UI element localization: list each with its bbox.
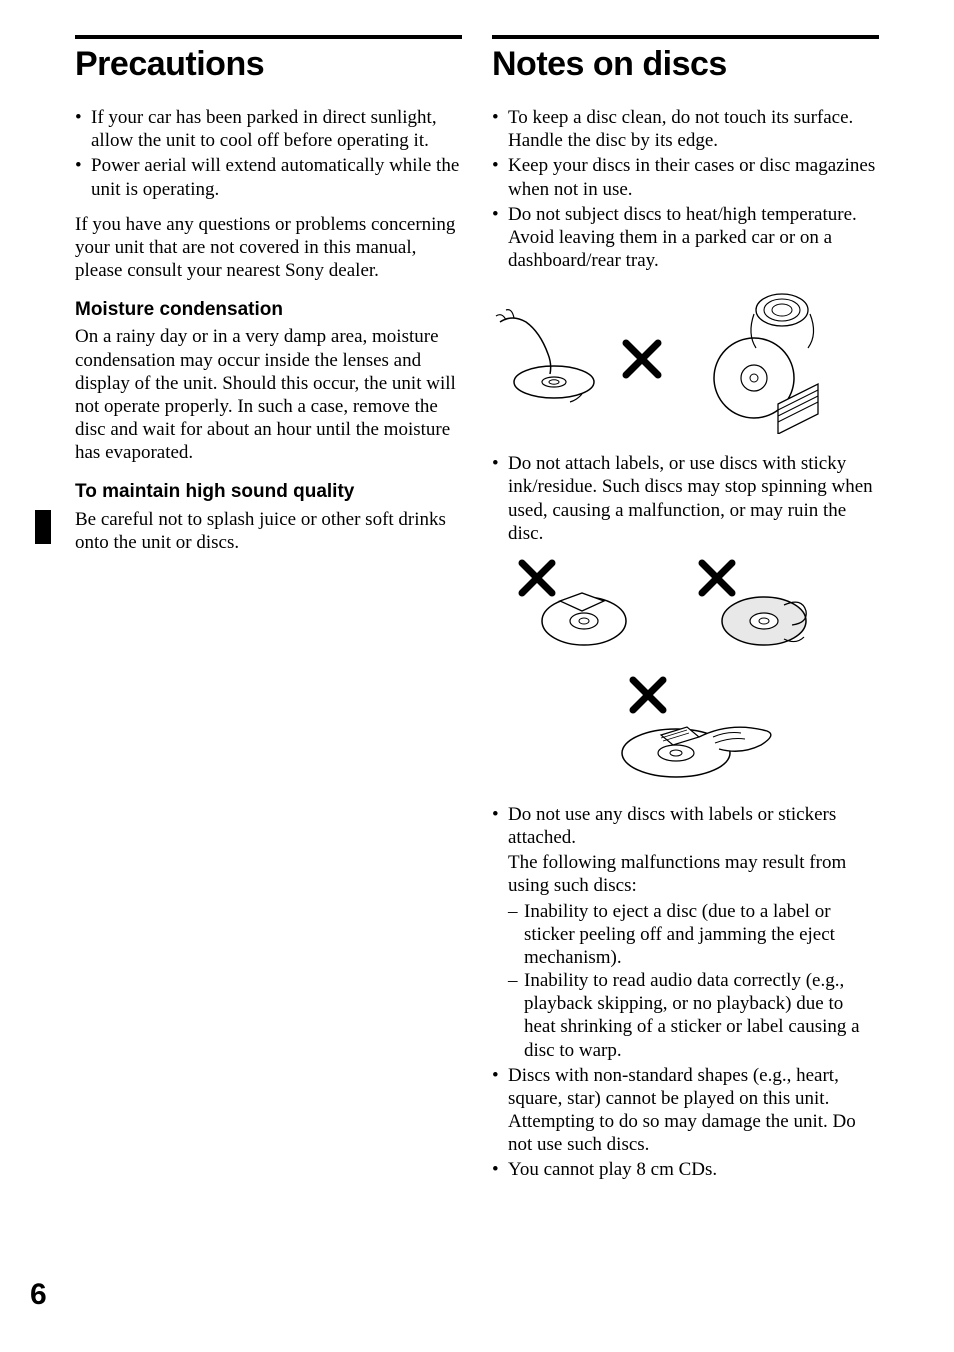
list-item: If your car has been parked in direct su… — [75, 106, 462, 152]
notes-heading: Notes on discs — [492, 45, 879, 84]
list-item: To keep a disc clean, do not touch its s… — [492, 106, 879, 152]
page-columns: Precautions If your car has been parked … — [75, 35, 879, 1194]
notes-bullet-list-1: To keep a disc clean, do not touch its s… — [492, 106, 879, 272]
dash-item: Inability to read audio data correctly (… — [508, 969, 879, 1062]
list-item: Discs with non-standard shapes (e.g., he… — [492, 1064, 879, 1157]
disc-label-x-icon — [512, 557, 632, 657]
notes-bullet-list-3: Do not use any discs with labels or stic… — [492, 803, 879, 1182]
precautions-bullet-list: If your car has been parked in direct su… — [75, 106, 462, 201]
disc-hold-edge-icon — [492, 304, 602, 414]
notes-bullet-list-2: Do not attach labels, or use discs with … — [492, 452, 879, 545]
section-rule — [75, 35, 462, 39]
moisture-paragraph: On a rainy day or in a very damp area, m… — [75, 325, 462, 464]
notes-body: To keep a disc clean, do not touch its s… — [492, 106, 879, 1182]
figure-row-labels — [512, 557, 879, 657]
list-item: You cannot play 8 cm CDs. — [492, 1158, 879, 1181]
dash-item: Inability to eject a disc (due to a labe… — [508, 900, 879, 970]
precautions-body: If your car has been parked in direct su… — [75, 106, 462, 554]
x-mark-icon — [622, 339, 662, 379]
page-edge-tab — [35, 510, 51, 544]
sound-quality-paragraph: Be careful not to splash juice or other … — [75, 508, 462, 554]
list-item: Keep your discs in their cases or disc m… — [492, 154, 879, 200]
sound-quality-subheading: To maintain high sound quality — [75, 480, 462, 503]
section-rule — [492, 35, 879, 39]
disc-heat-case-icon — [682, 284, 822, 434]
disc-sticker-hand-x-icon — [591, 675, 781, 785]
bullet-lead: Do not use any discs with labels or stic… — [508, 804, 836, 848]
moisture-subheading: Moisture condensation — [75, 298, 462, 321]
malfunction-dash-list: Inability to eject a disc (due to a labe… — [508, 900, 879, 1062]
figure-row-handling — [492, 284, 879, 434]
page-number: 6 — [30, 1278, 47, 1312]
right-column: Notes on discs To keep a disc clean, do … — [492, 35, 879, 1194]
precautions-heading: Precautions — [75, 45, 462, 84]
disc-residue-x-icon — [692, 557, 812, 657]
list-item: Do not subject discs to heat/high temper… — [492, 203, 879, 273]
left-column: Precautions If your car has been parked … — [75, 35, 462, 1194]
list-item: Power aerial will extend automatically w… — [75, 154, 462, 200]
precautions-paragraph: If you have any questions or problems co… — [75, 213, 462, 283]
bullet-follow: The following malfunctions may result fr… — [508, 851, 879, 897]
figure-row-sticker-hand — [492, 675, 879, 785]
list-item: Do not use any discs with labels or stic… — [492, 803, 879, 1062]
list-item: Do not attach labels, or use discs with … — [492, 452, 879, 545]
